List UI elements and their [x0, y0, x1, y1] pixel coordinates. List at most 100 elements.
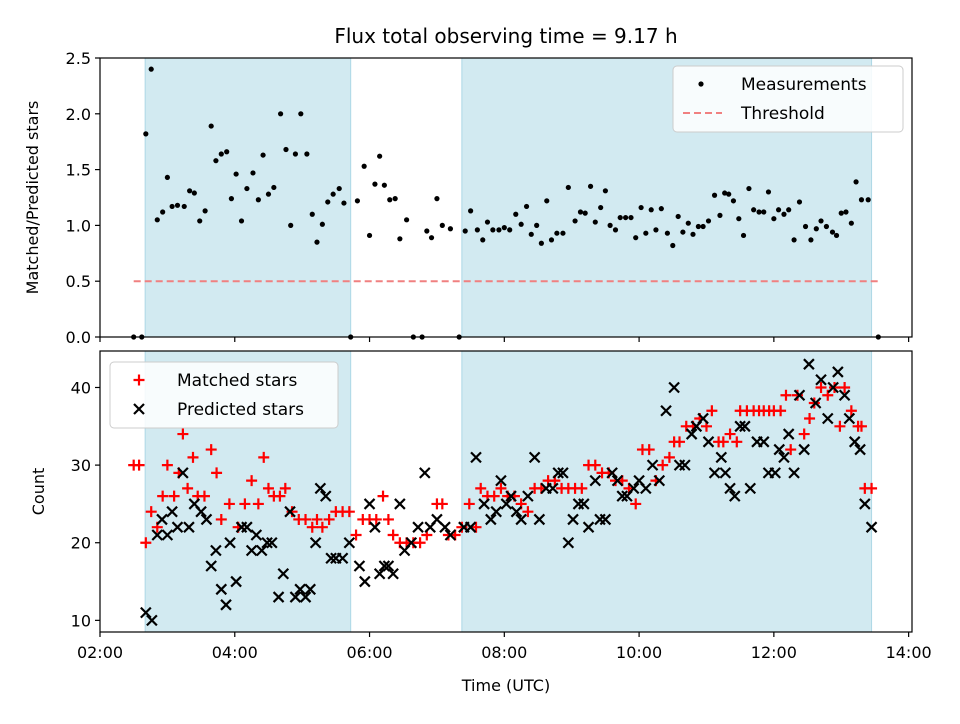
data-point — [447, 226, 454, 232]
data-point — [325, 199, 331, 205]
legend-label: Threshold — [740, 104, 825, 124]
data-point — [607, 222, 613, 228]
data-point — [424, 228, 430, 234]
bottom-panel-counts: 10 20 30 40 02:00 04:00 06:00 08:00 10:00 12:00 14… — [29, 350, 932, 695]
data-point — [228, 196, 235, 202]
data-point — [804, 413, 816, 425]
data-point — [289, 591, 302, 603]
data-point — [366, 232, 373, 239]
data-point — [304, 151, 310, 157]
data-point — [515, 513, 527, 526]
data-point — [646, 459, 659, 471]
data-point — [623, 214, 629, 221]
data-point — [775, 405, 787, 417]
data-point — [215, 513, 227, 525]
x-tick-label: 10:00 — [616, 643, 662, 662]
data-point — [405, 536, 418, 549]
data-point — [500, 498, 513, 510]
data-point — [685, 428, 698, 440]
data-point — [560, 230, 566, 236]
data-point — [146, 614, 158, 627]
data-point — [462, 228, 468, 234]
data-point — [606, 467, 618, 479]
x-tick-label: 04:00 — [212, 643, 258, 662]
data-point — [330, 191, 336, 197]
data-point — [717, 436, 729, 448]
data-point — [488, 490, 500, 502]
data-point — [803, 358, 815, 370]
data-point — [300, 513, 312, 525]
data-point — [653, 474, 666, 487]
data-point — [211, 467, 223, 479]
data-point — [140, 606, 152, 619]
data-point — [306, 521, 318, 533]
data-point — [734, 420, 746, 433]
data-point — [428, 235, 435, 241]
data-point — [309, 211, 315, 217]
data-point — [534, 222, 540, 228]
data-point — [724, 428, 736, 440]
data-point — [778, 451, 790, 464]
y-tick-label: 40 — [71, 378, 91, 397]
data-point — [480, 237, 486, 243]
data-point — [627, 482, 640, 495]
data-point — [827, 381, 839, 394]
data-point — [475, 482, 487, 494]
data-point — [865, 197, 871, 203]
data-point — [522, 490, 534, 502]
data-point — [640, 482, 652, 495]
legend-marker-dot — [698, 81, 704, 87]
data-point — [224, 536, 236, 549]
data-point — [853, 179, 859, 185]
data-point — [341, 200, 347, 206]
data-point — [576, 482, 588, 494]
data-point — [434, 196, 440, 202]
data-point — [463, 498, 475, 510]
data-point — [314, 239, 320, 245]
data-point — [775, 207, 782, 213]
data-point — [220, 599, 232, 611]
data-point — [169, 203, 175, 210]
data-point — [599, 513, 612, 526]
data-marks — [128, 358, 878, 627]
data-point — [695, 223, 701, 230]
data-point — [336, 552, 349, 565]
data-point — [809, 397, 822, 409]
data-point — [218, 151, 224, 157]
data-point — [798, 443, 810, 456]
data-point — [197, 218, 203, 224]
data-point — [336, 185, 342, 192]
data-point — [839, 381, 851, 393]
data-point — [562, 536, 575, 549]
data-point — [746, 185, 752, 192]
data-point — [245, 544, 258, 557]
data-point — [711, 192, 718, 198]
data-point — [717, 212, 723, 218]
x-tick-label: 12:00 — [751, 643, 797, 662]
data-point — [369, 521, 381, 533]
data-point — [756, 209, 762, 215]
data-point — [739, 420, 751, 433]
data-point — [215, 583, 228, 596]
data-point — [598, 204, 604, 211]
x-tick-label: 14:00 — [886, 643, 932, 662]
data-point — [174, 202, 181, 208]
data-point — [557, 467, 569, 479]
data-point — [565, 184, 571, 191]
data-point — [160, 209, 166, 215]
data-point — [834, 420, 846, 432]
data-point — [182, 482, 194, 494]
data-point — [377, 490, 389, 502]
data-point — [230, 575, 242, 588]
data-point — [272, 591, 285, 603]
data-point — [468, 208, 474, 214]
data-point — [648, 207, 654, 213]
data-point — [177, 467, 189, 479]
data-point — [261, 536, 273, 549]
data-point — [589, 459, 601, 471]
data-point — [495, 482, 507, 494]
data-point — [715, 451, 728, 464]
y-axis-label: Count — [29, 468, 48, 516]
data-point — [255, 197, 261, 203]
data-point — [791, 389, 803, 401]
